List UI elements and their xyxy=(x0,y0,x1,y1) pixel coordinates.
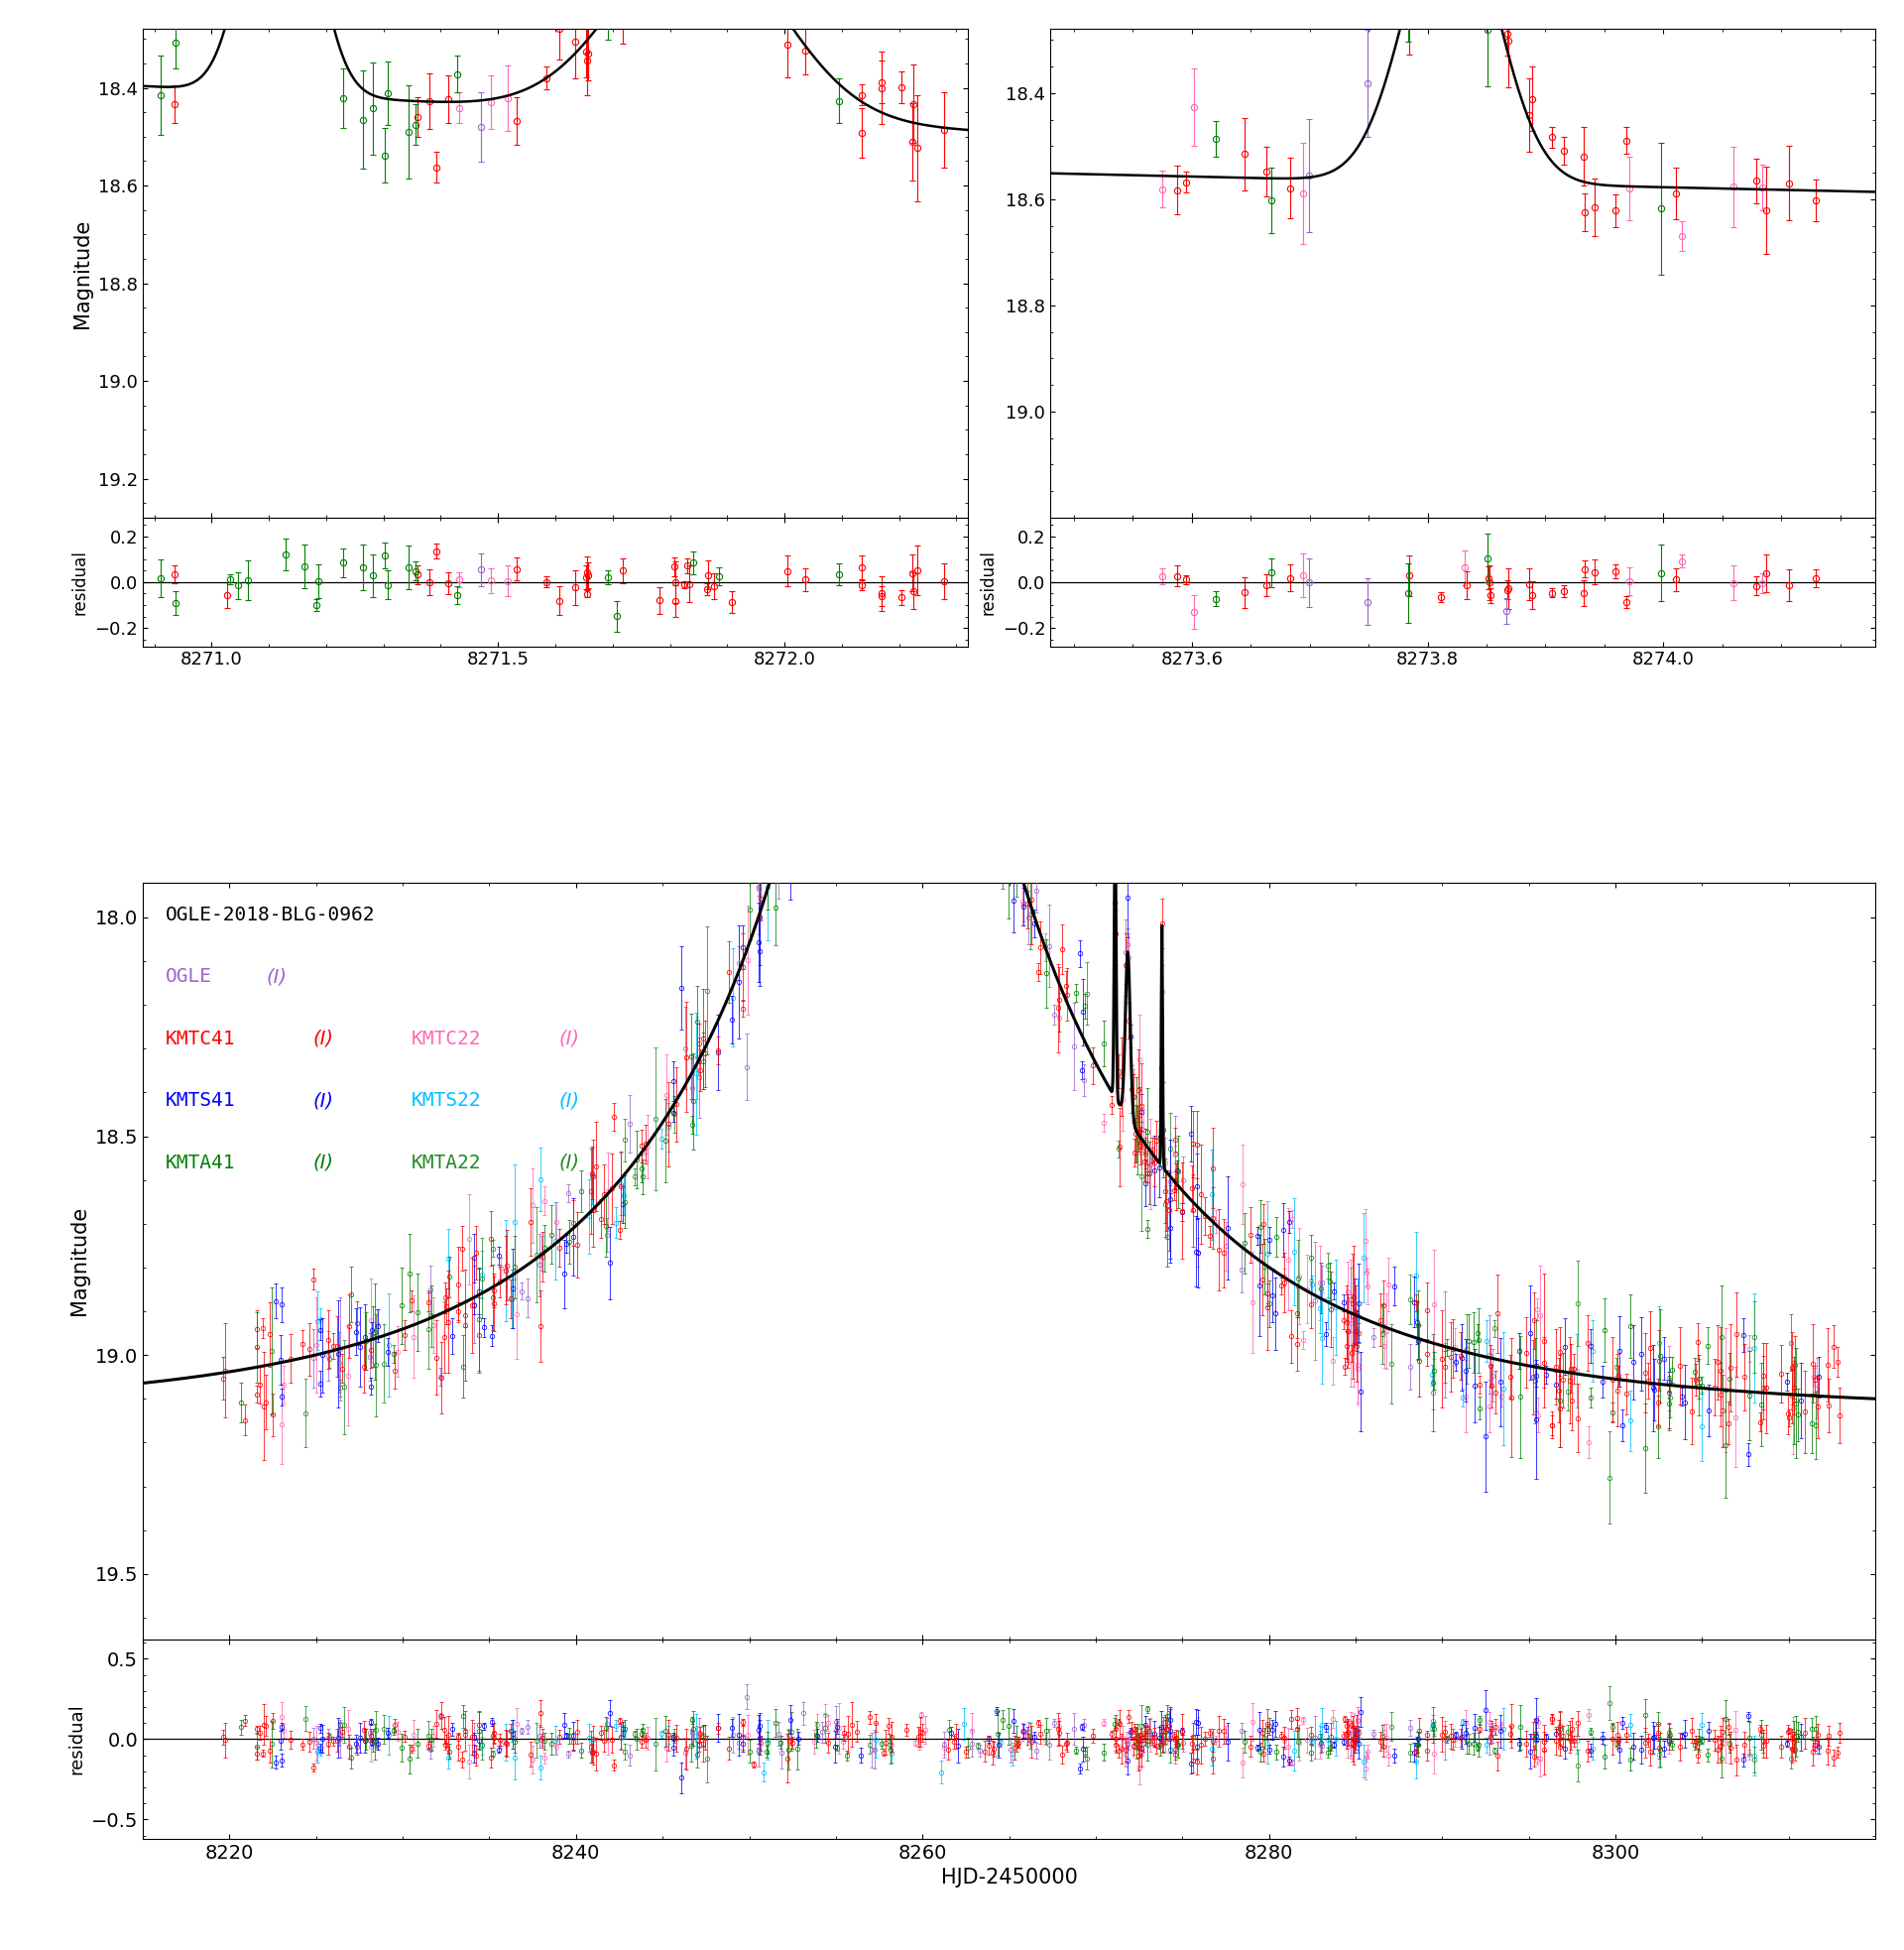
Text: OGLE-2018-BLG-0962: OGLE-2018-BLG-0962 xyxy=(166,905,375,924)
Text: (I): (I) xyxy=(312,1030,333,1047)
Y-axis label: Magnitude: Magnitude xyxy=(72,218,93,328)
Text: (I): (I) xyxy=(312,1154,333,1172)
Y-axis label: Magnitude: Magnitude xyxy=(70,1207,89,1316)
Text: KMTC22: KMTC22 xyxy=(411,1030,482,1047)
Text: KMTC41: KMTC41 xyxy=(166,1030,236,1047)
Text: (I): (I) xyxy=(312,1092,333,1110)
Text: (I): (I) xyxy=(558,1092,579,1110)
Text: KMTS22: KMTS22 xyxy=(411,1092,482,1110)
Text: OGLE: OGLE xyxy=(166,967,211,987)
Text: KMTA41: KMTA41 xyxy=(166,1154,236,1172)
Y-axis label: residual: residual xyxy=(979,550,998,614)
Y-axis label: residual: residual xyxy=(69,1704,86,1775)
Text: (I): (I) xyxy=(558,1154,579,1172)
Text: KMTS41: KMTS41 xyxy=(166,1092,236,1110)
Text: (I): (I) xyxy=(267,967,288,987)
X-axis label: HJD-2450000: HJD-2450000 xyxy=(941,1868,1078,1888)
Text: KMTA22: KMTA22 xyxy=(411,1154,482,1172)
Text: (I): (I) xyxy=(558,1030,579,1047)
Y-axis label: residual: residual xyxy=(70,550,89,614)
